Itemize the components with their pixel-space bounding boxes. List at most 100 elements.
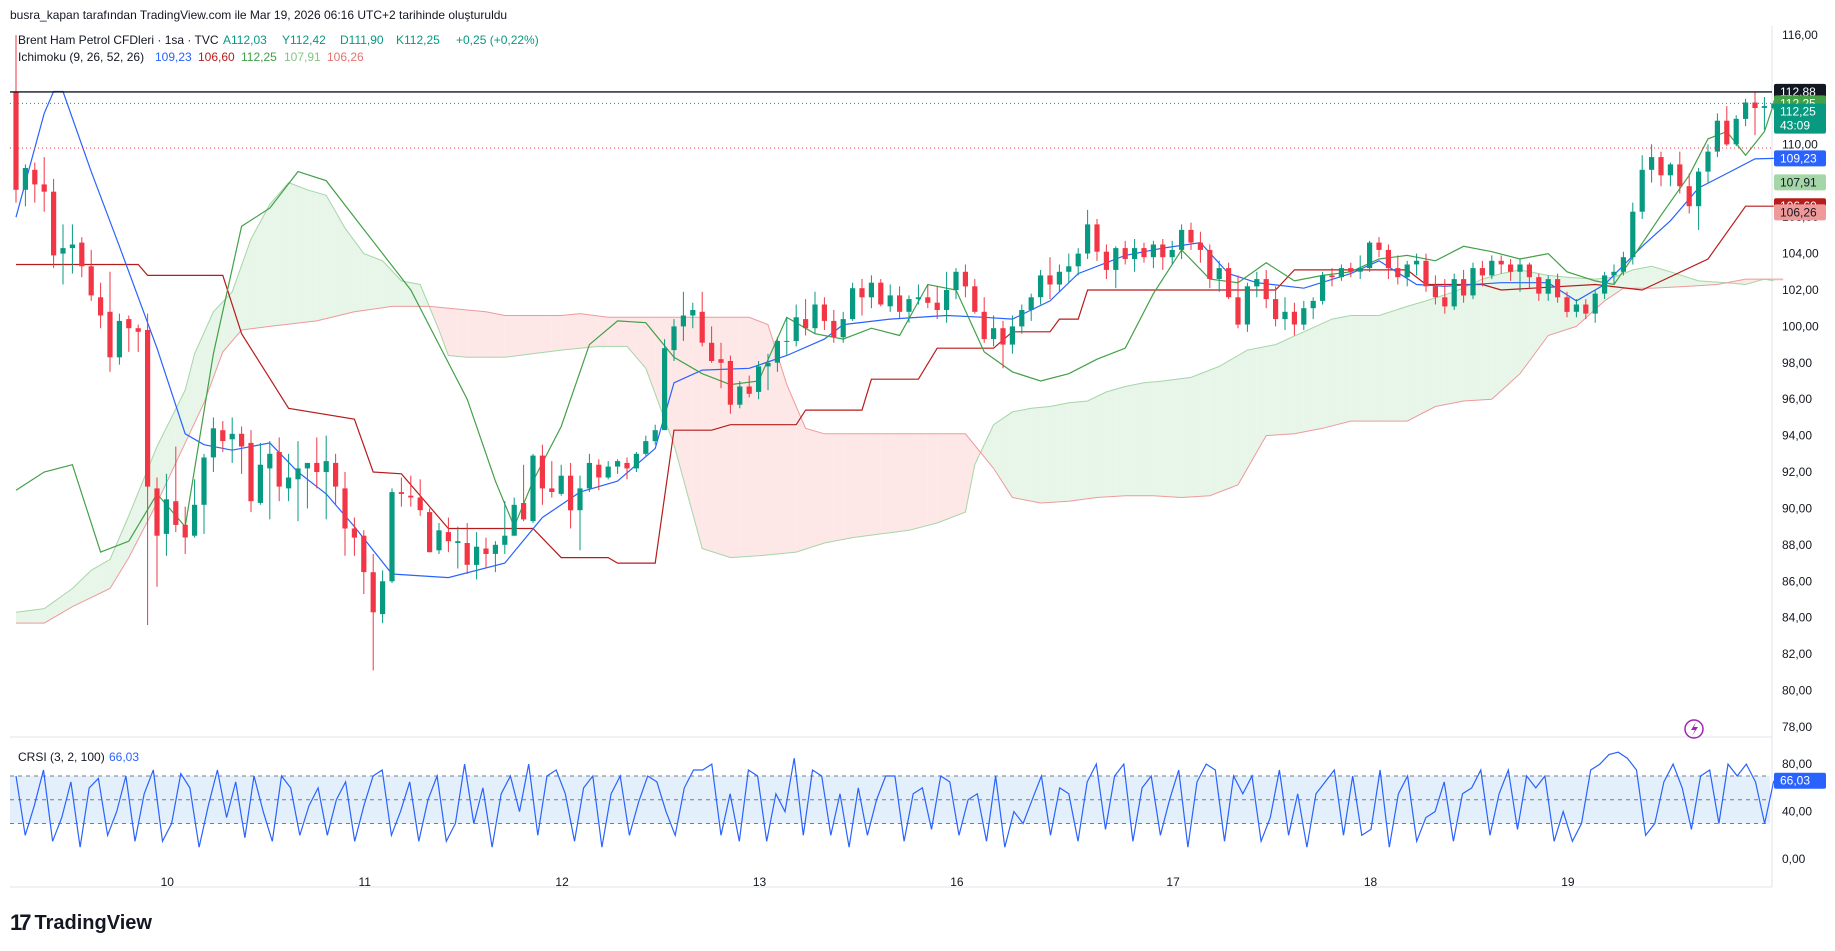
candle-body — [464, 543, 470, 565]
candle-body — [98, 297, 104, 316]
chart-frame[interactable]: 80,00 40,00 0,00 66,03 116,00112,00110,0010… — [10, 26, 1828, 890]
candle-body — [361, 535, 367, 573]
cloud-segment — [110, 537, 120, 589]
cloud-segment — [1219, 360, 1229, 493]
candle-body — [1508, 264, 1514, 272]
candle-body — [1545, 279, 1551, 294]
candle-body — [380, 581, 386, 615]
candle-body — [577, 488, 583, 511]
cloud-segment — [1350, 315, 1361, 422]
candle-body — [699, 311, 705, 343]
chart-canvas[interactable]: 80,00 40,00 0,00 66,03 116,00112,00110,0010… — [10, 26, 1828, 890]
cloud-segment — [1567, 277, 1577, 330]
candle-body — [304, 462, 310, 469]
alert-bolt-icon[interactable] — [1684, 719, 1704, 739]
price-tick-label: 86,00 — [1782, 574, 1812, 588]
candle-body — [1771, 103, 1777, 108]
price-tag-label: 112,25 — [1780, 105, 1816, 119]
cloud-segment — [1087, 396, 1097, 499]
cloud-segment — [1332, 317, 1342, 426]
candle-body — [1602, 275, 1608, 294]
candle-body — [1649, 157, 1655, 170]
cloud-segment — [260, 204, 270, 328]
candle-body — [1216, 268, 1222, 279]
candle-body — [192, 504, 198, 536]
tradingview-logo[interactable]: 17 TradingView — [10, 910, 152, 936]
candle-body — [1611, 271, 1617, 276]
cloud-segment — [1256, 346, 1267, 452]
ichimoku-cloud-layer — [16, 182, 1784, 624]
candle-body — [1677, 164, 1683, 187]
cloud-segment — [956, 433, 966, 516]
cloud-segment — [1576, 277, 1586, 327]
candle-body — [1414, 260, 1420, 265]
price-tag — [1774, 103, 1826, 134]
cloud-segment — [1463, 283, 1473, 402]
candle-body — [248, 442, 254, 502]
cloud-segment — [1181, 377, 1191, 498]
candle-body — [1094, 224, 1100, 252]
candle-body — [680, 315, 686, 327]
candle-body — [239, 433, 245, 447]
cloud-segment — [1510, 269, 1520, 383]
candle-body — [897, 295, 903, 312]
candle-body — [163, 499, 169, 534]
cloud-segment — [1341, 315, 1351, 424]
candle-body — [1724, 120, 1730, 145]
candle-body — [351, 528, 357, 538]
cloud-segment — [392, 270, 402, 307]
cloud-segment — [937, 433, 947, 523]
candle-body — [1310, 300, 1316, 309]
cloud-segment — [533, 315, 543, 354]
cloud-segment — [589, 314, 599, 348]
candle-body — [79, 242, 85, 267]
price-axis-layer: 116,00112,00110,00108,00106,00104,00102,… — [1774, 28, 1826, 734]
cloud-segment — [119, 515, 129, 574]
candle-body — [991, 328, 997, 340]
cloud-segment — [993, 418, 1003, 483]
candle-body — [925, 297, 931, 303]
candle-body — [934, 302, 940, 310]
candle-body — [530, 455, 536, 522]
candle-body — [445, 532, 451, 542]
tradingview-logo-icon: 17 — [10, 910, 32, 935]
cloud-segment — [608, 317, 618, 347]
candle-body — [662, 348, 668, 431]
cloud-segment — [1529, 271, 1539, 361]
candle-body — [1160, 244, 1166, 258]
cloud-segment — [100, 559, 110, 594]
cloud-segment — [1745, 279, 1755, 285]
candle-body — [1630, 211, 1636, 258]
candle-body — [1047, 275, 1053, 285]
cloud-segment — [617, 317, 627, 347]
candle-body — [624, 462, 630, 469]
candle-body — [408, 495, 414, 498]
price-tick-label: 78,00 — [1782, 720, 1812, 734]
cloud-segment — [909, 433, 919, 531]
cloud-segment — [1012, 410, 1022, 500]
cloud-segment — [1153, 381, 1163, 497]
cloud-segment — [1294, 331, 1304, 434]
cloud-segment — [1520, 269, 1530, 374]
legend-close: K112,25 — [396, 33, 440, 47]
cloud-segment — [1144, 381, 1154, 496]
price-tick-label: 104,00 — [1782, 247, 1819, 261]
candle-body — [323, 461, 329, 472]
cloud-segment — [1209, 366, 1220, 496]
candle-body — [1028, 297, 1034, 310]
candle-body — [220, 430, 226, 442]
candle-body — [398, 492, 404, 494]
time-axis-layer: 10 11 12 13 16 17 18 19 — [161, 875, 1575, 889]
candle-body — [389, 492, 395, 582]
cloud-segment — [636, 317, 646, 369]
cloud-segment — [1632, 268, 1643, 289]
candle-body — [511, 504, 517, 536]
cloud-segment — [335, 211, 345, 317]
time-tick-label: 16 — [950, 875, 964, 889]
candle-body — [1122, 248, 1128, 259]
cloud-segment — [269, 193, 280, 327]
time-tick-label: 17 — [1166, 875, 1180, 889]
candle-body — [1526, 264, 1532, 278]
candle-body — [286, 477, 292, 489]
cloud-segment — [288, 182, 298, 325]
